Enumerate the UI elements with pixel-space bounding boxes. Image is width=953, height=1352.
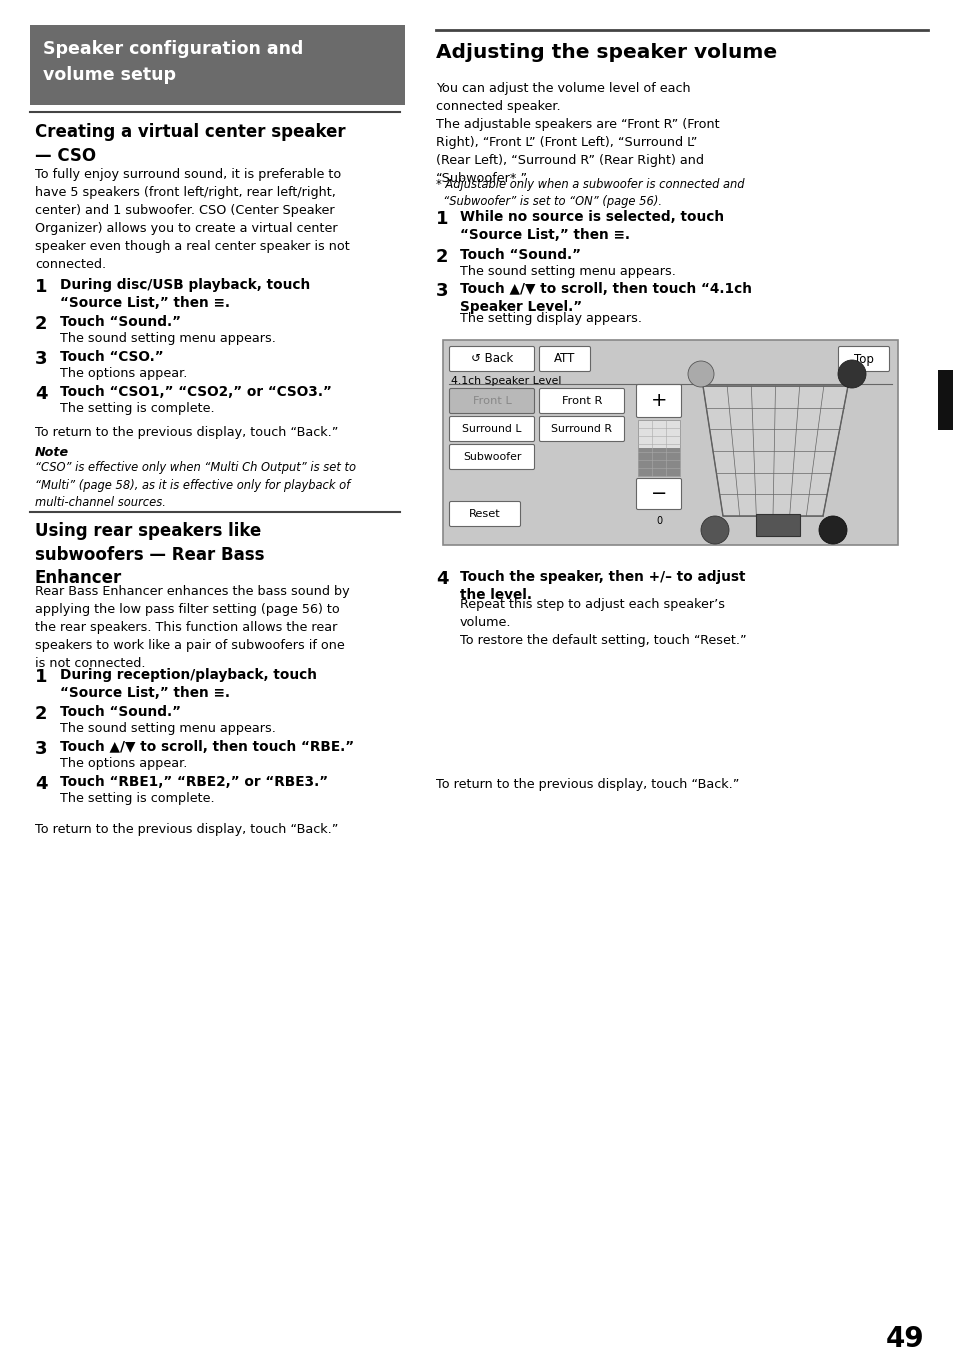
Text: 4.1ch Speaker Level: 4.1ch Speaker Level [451, 376, 560, 387]
Text: The options appear.: The options appear. [60, 366, 187, 380]
Text: The setting is complete.: The setting is complete. [60, 402, 214, 415]
Text: Repeat this step to adjust each speaker’s
volume.
To restore the default setting: Repeat this step to adjust each speaker’… [459, 598, 746, 648]
Text: Surround R: Surround R [551, 425, 612, 434]
Text: Touch ▲/▼ to scroll, then touch “4.1ch
Speaker Level.”: Touch ▲/▼ to scroll, then touch “4.1ch S… [459, 283, 751, 315]
FancyBboxPatch shape [449, 416, 534, 442]
Text: Touch “RBE1,” “RBE2,” or “RBE3.”: Touch “RBE1,” “RBE2,” or “RBE3.” [60, 775, 328, 790]
Text: The setting is complete.: The setting is complete. [60, 792, 214, 804]
Text: Reset: Reset [469, 508, 500, 519]
Text: Touch “CSO1,” “CSO2,” or “CSO3.”: Touch “CSO1,” “CSO2,” or “CSO3.” [60, 385, 332, 399]
Text: 1: 1 [35, 279, 48, 296]
Text: Adjusting the speaker volume: Adjusting the speaker volume [436, 43, 777, 62]
Text: The sound setting menu appears.: The sound setting menu appears. [60, 722, 275, 735]
Text: 3: 3 [35, 350, 48, 368]
Text: Note: Note [35, 446, 69, 458]
Text: Using rear speakers like
subwoofers — Rear Bass
Enhancer: Using rear speakers like subwoofers — Re… [35, 522, 264, 587]
Text: * Adjustable only when a subwoofer is connected and
  “Subwoofer” is set to “ON”: * Adjustable only when a subwoofer is co… [436, 178, 743, 208]
Circle shape [837, 360, 865, 388]
Text: 49: 49 [884, 1325, 923, 1352]
Text: Surround L: Surround L [462, 425, 521, 434]
Text: During disc/USB playback, touch
“Source List,” then ≡.: During disc/USB playback, touch “Source … [60, 279, 310, 311]
Text: Front R: Front R [561, 396, 601, 406]
Bar [755, 514, 800, 535]
Text: 1: 1 [35, 668, 48, 685]
Text: The sound setting menu appears.: The sound setting menu appears. [60, 333, 275, 345]
FancyBboxPatch shape [539, 388, 624, 414]
Text: 2: 2 [35, 704, 48, 723]
Polygon shape [702, 387, 847, 516]
Text: While no source is selected, touch
“Source List,” then ≡.: While no source is selected, touch “Sour… [459, 210, 723, 242]
Text: Touch “CSO.”: Touch “CSO.” [60, 350, 164, 364]
Text: Touch “Sound.”: Touch “Sound.” [60, 704, 181, 719]
Text: +: + [650, 392, 666, 411]
FancyBboxPatch shape [449, 502, 520, 526]
Text: To return to the previous display, touch “Back.”: To return to the previous display, touch… [35, 426, 338, 439]
Text: Front L: Front L [472, 396, 511, 406]
Text: Touch ▲/▼ to scroll, then touch “RBE.”: Touch ▲/▼ to scroll, then touch “RBE.” [60, 740, 354, 754]
Text: To fully enjoy surround sound, it is preferable to
have 5 speakers (front left/r: To fully enjoy surround sound, it is pre… [35, 168, 350, 270]
Text: 2: 2 [35, 315, 48, 333]
Bar [638, 448, 679, 476]
Text: The setting display appears.: The setting display appears. [459, 312, 641, 324]
Text: Speaker configuration and
volume setup: Speaker configuration and volume setup [43, 41, 303, 84]
FancyBboxPatch shape [449, 445, 534, 469]
FancyBboxPatch shape [449, 346, 534, 372]
FancyBboxPatch shape [539, 416, 624, 442]
Text: 3: 3 [35, 740, 48, 758]
Text: 4: 4 [35, 385, 48, 403]
Text: Touch “Sound.”: Touch “Sound.” [60, 315, 181, 329]
Text: Touch “Sound.”: Touch “Sound.” [459, 247, 580, 262]
Text: −: − [650, 484, 666, 503]
Circle shape [700, 516, 728, 544]
FancyBboxPatch shape [838, 346, 888, 372]
Text: To return to the previous display, touch “Back.”: To return to the previous display, touch… [436, 777, 739, 791]
Text: The sound setting menu appears.: The sound setting menu appears. [459, 265, 675, 279]
Bar [937, 370, 953, 430]
Bar [442, 339, 897, 545]
FancyBboxPatch shape [449, 388, 534, 414]
Text: ATT: ATT [554, 353, 575, 365]
Text: You can adjust the volume level of each
connected speaker.
The adjustable speake: You can adjust the volume level of each … [436, 82, 719, 185]
FancyBboxPatch shape [636, 384, 680, 418]
Text: During reception/playback, touch
“Source List,” then ≡.: During reception/playback, touch “Source… [60, 668, 316, 700]
Text: To return to the previous display, touch “Back.”: To return to the previous display, touch… [35, 823, 338, 836]
Text: ↺ Back: ↺ Back [471, 353, 513, 365]
Text: 4: 4 [436, 571, 448, 588]
Text: Creating a virtual center speaker
— CSO: Creating a virtual center speaker — CSO [35, 123, 345, 165]
Circle shape [687, 361, 713, 387]
Text: Subwoofer: Subwoofer [462, 452, 520, 462]
Text: 2: 2 [436, 247, 448, 266]
Text: 1: 1 [436, 210, 448, 228]
Text: “CSO” is effective only when “Multi Ch Output” is set to
“Multi” (page 58), as i: “CSO” is effective only when “Multi Ch O… [35, 461, 355, 508]
Bar [638, 420, 679, 476]
Circle shape [818, 516, 846, 544]
FancyBboxPatch shape [539, 346, 590, 372]
Text: Touch the speaker, then +/– to adjust
the level.: Touch the speaker, then +/– to adjust th… [459, 571, 744, 603]
Bar [30, 24, 405, 105]
Text: Rear Bass Enhancer enhances the bass sound by
applying the low pass filter setti: Rear Bass Enhancer enhances the bass sou… [35, 585, 349, 671]
Text: 0: 0 [656, 516, 661, 526]
Text: 3: 3 [436, 283, 448, 300]
Text: Top: Top [853, 353, 873, 365]
FancyBboxPatch shape [636, 479, 680, 510]
Text: The options appear.: The options appear. [60, 757, 187, 771]
Text: 4: 4 [35, 775, 48, 794]
